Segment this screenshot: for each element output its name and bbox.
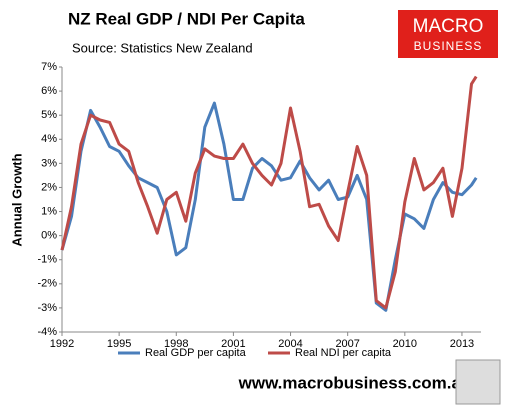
y-tick-label: 7% (41, 61, 57, 73)
logo-text: MACRO (413, 16, 484, 37)
legend-label: Real NDI per capita (295, 347, 392, 359)
y-tick-label: -1% (37, 254, 57, 266)
series-line (60, 75, 478, 310)
legend-label: Real GDP per capita (145, 347, 247, 359)
x-tick-label: 2013 (450, 338, 474, 350)
y-tick-label: 5% (41, 109, 57, 121)
x-tick-label: 2010 (393, 338, 417, 350)
y-tick-label: -2% (37, 278, 57, 290)
x-tick-label: 1992 (50, 338, 74, 350)
y-tick-label: -4% (37, 326, 57, 338)
chart-subtitle: Source: Statistics New Zealand (72, 40, 253, 55)
x-tick-label: 1998 (164, 338, 188, 350)
y-tick-label: 6% (41, 85, 57, 97)
logo-box (398, 10, 498, 58)
logo-text: BUSINESS (414, 39, 483, 53)
series-line (60, 101, 478, 312)
y-tick-label: 3% (41, 157, 57, 169)
x-tick-label: 2004 (278, 338, 302, 350)
y-tick-label: 0% (41, 230, 57, 242)
y-axis-label: Annual Growth (9, 153, 24, 246)
y-tick-label: 1% (41, 205, 57, 217)
wolf-image (455, 359, 501, 405)
y-tick-label: 4% (41, 133, 57, 145)
chart-title: NZ Real GDP / NDI Per Capita (68, 9, 305, 28)
y-tick-label: -3% (37, 302, 57, 314)
footer-url: www.macrobusiness.com.au (238, 373, 472, 392)
x-tick-label: 2001 (221, 338, 245, 350)
y-tick-label: 2% (41, 181, 57, 193)
x-tick-label: 1995 (107, 338, 131, 350)
x-tick-label: 2007 (335, 338, 359, 350)
